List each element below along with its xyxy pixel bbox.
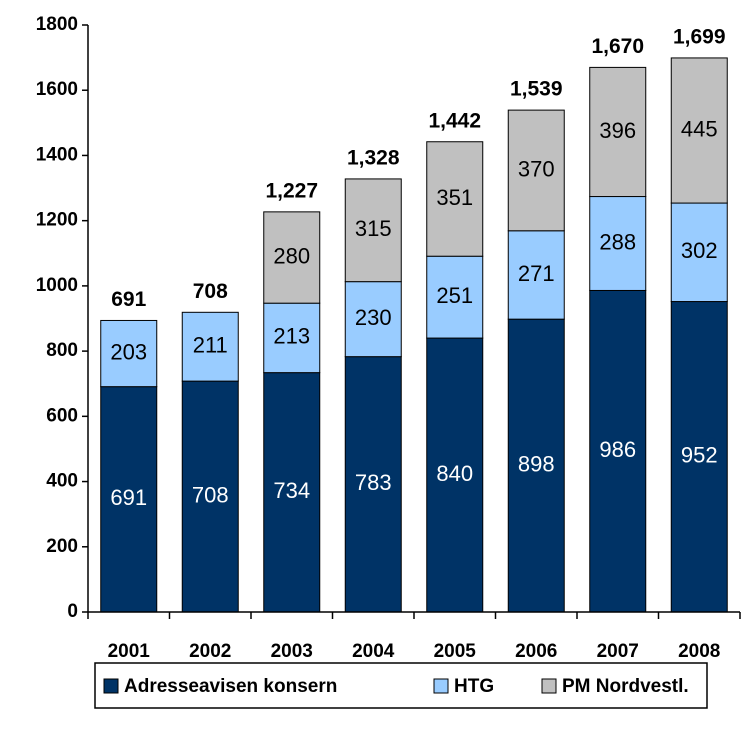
legend-box [94,662,708,709]
total-label: 1,227 [265,179,318,202]
legend-label: PM Nordvestl. [562,676,689,697]
value-label: 288 [599,229,636,254]
value-label: 302 [681,238,718,263]
bar-segment [670,57,728,204]
y-tick-label: 200 [46,536,78,557]
bar-segment [670,301,728,613]
value-label: 445 [681,116,718,141]
x-tick-label: 2005 [434,641,477,662]
bar-segment [100,386,158,613]
x-tick-label: 2006 [515,641,557,662]
x-tick-label: 2007 [597,641,639,662]
x-tick-label: 2004 [352,641,395,662]
value-label: 271 [518,261,555,286]
bar-segment [100,319,158,388]
x-tick-label: 2003 [271,641,313,662]
x-tick-label: 2001 [108,641,151,662]
value-label: 734 [273,478,310,503]
total-label: 691 [111,288,146,311]
y-tick-label: 0 [67,601,78,622]
bar-segment [507,109,565,232]
value-label: 986 [599,437,636,462]
value-label: 396 [599,118,636,143]
bar-segment [344,356,402,613]
y-tick-label: 1400 [36,144,78,165]
value-label: 840 [436,461,473,486]
value-label: 230 [355,305,392,330]
bar-segment [181,380,239,613]
total-label: 1,670 [591,35,644,58]
bar-segment [426,337,484,613]
total-label: 1,328 [347,146,400,169]
bar-segment [181,311,239,382]
y-tick-label: 400 [46,471,78,492]
bar-segment [589,196,647,291]
bar-segment [263,211,321,304]
value-label: 898 [518,451,555,476]
total-label: 708 [193,280,228,303]
legend-swatch [433,678,449,694]
value-label: 203 [110,339,147,364]
value-label: 351 [436,185,473,210]
legend-label: HTG [454,676,494,697]
legend-swatch [541,678,557,694]
value-label: 691 [110,485,147,510]
y-tick-label: 1600 [36,79,78,100]
bar-segment [344,178,402,283]
total-label: 1,442 [428,109,481,132]
value-label: 783 [355,470,392,495]
value-label: 952 [681,443,718,468]
y-tick-label: 600 [46,405,78,426]
value-label: 213 [273,324,310,349]
bar-segment [589,289,647,613]
x-tick-label: 2008 [678,641,720,662]
bar-segment [426,255,484,339]
bar-segment [507,230,565,320]
value-label: 370 [518,156,555,181]
x-tick-label: 2002 [189,641,231,662]
bar-segment [263,302,321,374]
total-label: 1,539 [510,78,563,101]
bar-segment [426,141,484,257]
bar-segment [344,281,402,358]
value-label: 708 [192,482,229,507]
value-label: 315 [355,216,392,241]
y-tick-label: 1800 [36,14,78,35]
y-tick-label: 1000 [36,275,78,296]
total-label: 1,699 [673,25,726,48]
value-label: 211 [193,333,228,358]
bar-segment [507,318,565,613]
bar-segment [589,66,647,198]
y-tick-label: 1200 [36,210,78,231]
y-tick-label: 800 [46,340,78,361]
bar-segment [670,202,728,303]
value-label: 280 [273,243,310,268]
legend-label: Adresseavisen konsern [124,676,337,697]
value-label: 251 [436,283,473,308]
legend-swatch [103,678,119,694]
